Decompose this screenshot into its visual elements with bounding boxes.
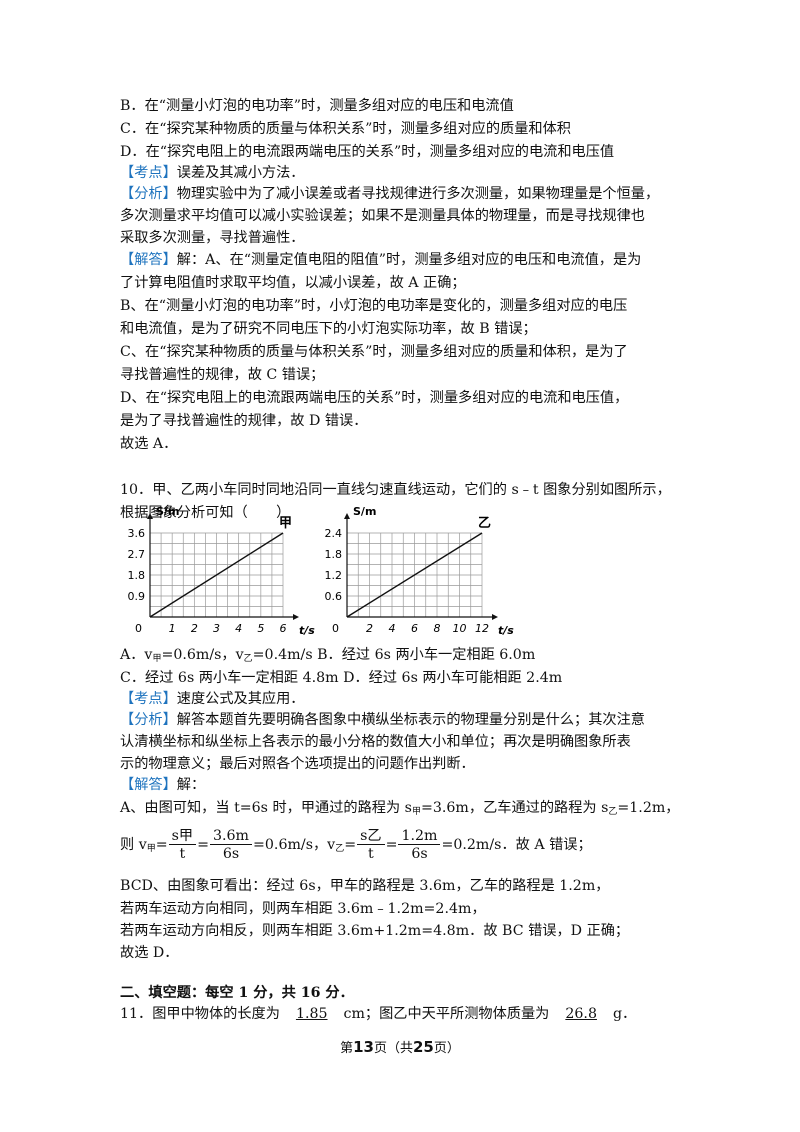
series-label: 乙 <box>478 516 491 531</box>
fenxi-line-3: 采取多次测量，寻找普遍性． <box>120 230 305 246</box>
answer-blank-2: 26.8 <box>565 1006 597 1022</box>
jieda-line-4: 和电流值，是为了研究不同电压下的小灯泡实际功率，故 B 错误； <box>120 321 537 337</box>
option-b-text: B．在“测量小灯泡的电功率”时，测量多组对应的电压和电流值 <box>120 98 514 114</box>
jieda-line: 【解答】解：A、在“测量定值电阻的阻值”时，测量多组对应的电压和电流值，是为 <box>120 252 642 268</box>
solution-bcd-3: 若两车运动方向相反，则两车相距 3.6m+1.2m=4.8m．故 BC 错误，D… <box>120 923 630 939</box>
jieda-tag: 【解答】 <box>120 252 177 268</box>
origin-label: 0 <box>135 622 142 635</box>
kaodian-tag: 【考点】 <box>120 691 177 707</box>
jieda-line-3: B、在“测量小灯泡的电功率”时，小灯泡的电功率是变化的，测量多组对应的电压 <box>120 298 628 314</box>
y-tick-label: 2.7 <box>128 548 146 561</box>
answer-line-2: 故选 D． <box>120 945 179 961</box>
fenxi-line-b3: 示的物理意义；最后对照各个选项提出的问题作出判断． <box>120 756 475 772</box>
x-axis-arrow <box>492 614 498 620</box>
y-tick-label: 2.4 <box>325 527 343 540</box>
option-c-text: C．在“探究某种物质的质量与体积关系”时，测量多组对应的质量和体积 <box>120 121 571 137</box>
question-10-stem-2: 根据图象分析可知（ ） <box>120 505 291 521</box>
x-tick-label: 4 <box>235 622 242 635</box>
y-tick-label: 0.9 <box>128 590 146 603</box>
x-tick-label: 6 <box>280 622 287 635</box>
x-axis-label: t/s <box>498 624 514 637</box>
x-tick-label: 1 <box>169 622 176 635</box>
origin-label: 0 <box>332 622 339 635</box>
chart-jia: 1 2 3 4 5 6 0.9 1.8 2.7 3.6 0 S/m t/s 甲 <box>128 505 316 637</box>
x-tick-label: 5 <box>257 622 264 635</box>
x-tick-label: 12 <box>475 622 489 635</box>
fraction: s乙 t <box>357 828 385 863</box>
kaodian-tag: 【考点】 <box>120 165 177 181</box>
series-line <box>346 532 483 618</box>
jieda-line-7: D、在“探究电阻上的电流跟两端电压的关系”时，测量多组对应的电流和电压值， <box>120 390 629 406</box>
series-label: 甲 <box>279 516 292 531</box>
answer-blank-1: 1.85 <box>295 1006 328 1022</box>
x-tick-label: 10 <box>453 622 467 635</box>
option-a-b: A．v甲=0.6m/s，v乙=0.4m/s B．经过 6s 两小车一定相距 6.… <box>120 647 536 664</box>
y-tick-label: 1.8 <box>325 548 343 561</box>
y-axis-arrow <box>147 513 153 519</box>
fenxi-line-b2: 认清横坐标和纵坐标上各表示的最小分格的数值大小和单位；再次是明确图象所表 <box>120 734 631 750</box>
x-tick-label: 6 <box>411 622 418 635</box>
fenxi-line-2: 多次测量求平均值可以减小实验误差；如果不是测量具体的物理量，而是寻找规律也 <box>120 208 645 224</box>
y-axis-arrow <box>344 513 350 519</box>
fenxi-line: 【分析】物理实验中为了减小误差或者寻找规律进行多次测量，如果物理量是个恒量， <box>120 186 660 202</box>
x-axis-arrow <box>293 614 299 620</box>
series-line <box>149 532 284 618</box>
chart-yi: 2 4 6 8 10 12 0.6 1.2 1.8 2.4 0 S/m t/s 乙 <box>325 505 515 637</box>
jieda-line-2: 了计算电阻值时求取平均值，以减小误差，故 A 正确； <box>120 275 466 291</box>
question-10-stem: 10．甲、乙两小车同时同地沿同一直线匀速直线运动，它们的 s﹣t 图象分别如图所… <box>120 482 671 498</box>
y-tick-label: 3.6 <box>128 527 146 540</box>
y-tick-label: 0.6 <box>325 590 343 603</box>
fenxi-line-b: 【分析】解答本题首先要明确各图象中横纵坐标表示的物理量分别是什么；其次注意 <box>120 712 645 728</box>
option-c-d: C．经过 6s 两小车一定相距 4.8m D．经过 6s 两小车可能相距 2.4… <box>120 670 563 686</box>
kaodian-line-2: 【考点】速度公式及其应用． <box>120 691 305 707</box>
fenxi-tag: 【分析】 <box>120 712 177 728</box>
x-tick-label: 8 <box>434 622 441 635</box>
jieda-line-8: 是为了寻找普遍性的规律，故 D 错误． <box>120 413 368 429</box>
question-11: 11．图甲中物体的长度为 1.85 cm；图乙中天平所测物体质量为 26.8 g． <box>120 1006 637 1022</box>
x-axis-label: t/s <box>299 624 315 637</box>
fraction: 3.6m 6s <box>209 828 253 863</box>
solution-bcd-2: 若两车运动方向相同，则两车相距 3.6m﹣1.2m=2.4m， <box>120 901 486 917</box>
option-d-text: D．在“探究电阻上的电流跟两端电压的关系”时，测量多组对应的电流和电压值 <box>120 144 615 160</box>
y-axis-label: S/m <box>353 505 376 518</box>
y-axis-label: S/m <box>156 505 179 518</box>
x-tick-label: 4 <box>389 622 396 635</box>
jieda-line-5: C、在“探究某种物质的质量与体积关系”时，测量多组对应的质量和体积，是为了 <box>120 344 628 360</box>
answer-line: 故选 A． <box>120 436 178 452</box>
jieda-tag: 【解答】 <box>120 777 177 793</box>
fraction: s甲 t <box>168 828 197 863</box>
solution-a-line: A、由图可知，当 t=6s 时，甲通过的路程为 s甲=3.6m，乙车通过的路程为… <box>120 800 680 817</box>
page-footer: 第13页（共25页） <box>340 1038 460 1056</box>
x-tick-label: 2 <box>191 622 198 635</box>
kaodian-line: 【考点】误差及其减小方法． <box>120 165 305 181</box>
fraction: 1.2m 6s <box>398 828 441 863</box>
jieda-line-b: 【解答】解： <box>120 777 206 793</box>
velocity-equation: 则 v甲= s甲 t = 3.6m 6s =0.6m/s，v乙= s乙 t = 1.2m 6s =0.2… <box>120 827 592 863</box>
y-tick-label: 1.2 <box>325 569 343 582</box>
section-2-heading: 二、填空题：每空 1 分，共 16 分． <box>120 985 354 1001</box>
y-tick-label: 1.8 <box>128 569 146 582</box>
solution-bcd-1: BCD、由图象可看出：经过 6s，甲车的路程是 3.6m，乙车的路程是 1.2m… <box>120 878 610 894</box>
x-tick-label: 3 <box>213 622 220 635</box>
jieda-line-6: 寻找普遍性的规律，故 C 错误； <box>120 367 325 383</box>
fenxi-tag: 【分析】 <box>120 186 177 202</box>
x-tick-label: 2 <box>366 622 373 635</box>
